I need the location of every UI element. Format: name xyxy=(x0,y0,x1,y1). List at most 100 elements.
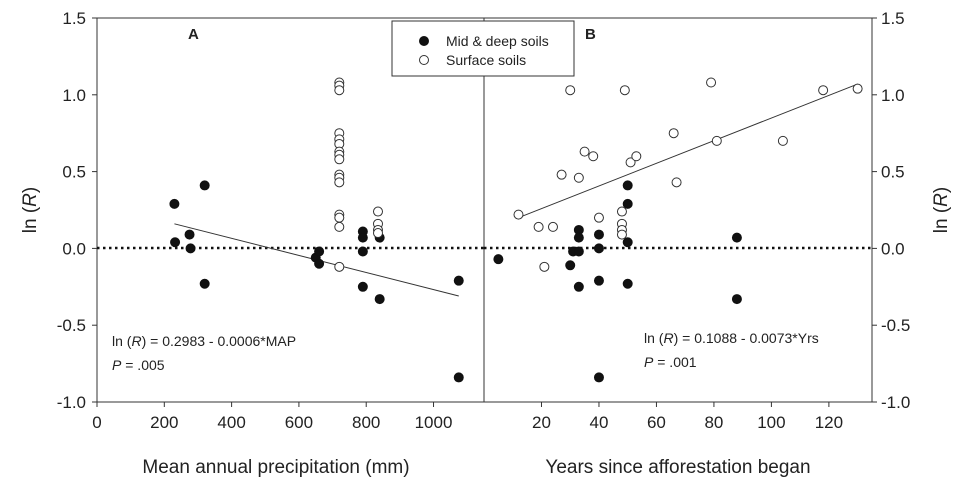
panel-a-p-rest: = .005 xyxy=(121,357,164,373)
panel-a-x-tick-label: 600 xyxy=(285,413,313,432)
surface-soil-point xyxy=(334,154,345,165)
surface-soil-point xyxy=(593,212,604,223)
surface-soil-point xyxy=(852,83,863,94)
panel-b: 20 40 60 80 100 120 -1.0 -0.5 0.0 0.5 1.0 1.5 B ln … xyxy=(484,9,910,478)
surface-soil-point xyxy=(706,77,717,88)
surface-soil-point xyxy=(777,135,788,146)
y-axis-label-left: ln (R) xyxy=(20,187,41,233)
surface-soil-point xyxy=(334,261,345,272)
panel-a-points xyxy=(169,77,464,383)
mid-deep-soil-point xyxy=(357,281,368,292)
y-axis-label-left-suffix: ) xyxy=(20,187,41,193)
panel-b-equation-rest: ) = 0.1088 - 0.0073*Yrs xyxy=(674,330,819,346)
panel-a-x-tick-label: 1000 xyxy=(415,413,453,432)
panel-b-x-tick-label: 40 xyxy=(590,413,609,432)
panel-a-x-tick-label: 800 xyxy=(352,413,380,432)
panel-a-ticks: 0 200 400 600 800 1000 -1.0 -0.5 0.0 0.5 1.0 1.5 xyxy=(57,9,453,432)
surface-soil-point xyxy=(372,228,383,239)
surface-soil-point xyxy=(334,177,345,188)
panel-b-y-tick-label: 1.0 xyxy=(881,86,905,105)
surface-soil-point xyxy=(818,85,829,96)
mid-deep-soil-point xyxy=(573,246,584,257)
y-axis-label-left-var: R xyxy=(20,193,41,207)
panel-b-p-rest: = .001 xyxy=(653,354,696,370)
panel-a-y-tick-label: 0.0 xyxy=(62,239,86,258)
panel-a-x-tick-label: 400 xyxy=(217,413,245,432)
mid-deep-soil-point xyxy=(453,372,464,383)
mid-deep-soil-point xyxy=(593,372,604,383)
panel-b-x-tick-label: 20 xyxy=(532,413,551,432)
surface-soil-point xyxy=(556,169,567,180)
panel-a-equation: ln (R) = 0.2983 - 0.0006*MAP xyxy=(112,333,296,349)
surface-soil-point xyxy=(533,221,544,232)
mid-deep-soil-point xyxy=(622,278,633,289)
panel-a-y-tick-label: -1.0 xyxy=(57,393,86,412)
surface-soil-point xyxy=(372,206,383,217)
panel-a-p-value: P = .005 xyxy=(112,357,165,373)
surface-soil-point xyxy=(616,229,627,240)
mid-deep-soil-point xyxy=(374,294,385,305)
surface-soil-point xyxy=(619,85,630,96)
panel-b-x-tick-label: 100 xyxy=(757,413,785,432)
y-axis-label-right: ln (R) xyxy=(931,187,952,233)
mid-deep-soil-point xyxy=(622,198,633,209)
legend-box xyxy=(391,20,575,77)
surface-soil-point xyxy=(334,221,345,232)
panel-a-equation-var: R xyxy=(131,333,141,349)
panel-a-letter: A xyxy=(188,26,199,43)
panel-a-equation-rest: ) = 0.2983 - 0.0006*MAP xyxy=(142,333,297,349)
panel-a-y-tick-label: 0.5 xyxy=(62,163,86,182)
panel-b-y-tick-label: 1.5 xyxy=(881,9,905,28)
panel-b-p-var: P xyxy=(644,354,654,370)
mid-deep-soil-point xyxy=(731,294,742,305)
mid-deep-soil-point xyxy=(199,278,210,289)
mid-deep-soil-point xyxy=(593,243,604,254)
panel-b-fit-layer xyxy=(518,83,858,219)
mid-deep-soil-point xyxy=(493,254,504,265)
surface-soil-point xyxy=(547,221,558,232)
mid-deep-soil-point xyxy=(314,258,325,269)
surface-soil-point xyxy=(671,177,682,188)
mid-deep-soil-point xyxy=(573,281,584,292)
mid-deep-soil-point xyxy=(170,237,181,248)
surface-soil-point xyxy=(631,151,642,162)
surface-soil-point xyxy=(334,212,345,223)
panel-a-y-tick-label: 1.5 xyxy=(62,9,86,28)
mid-deep-soil-point xyxy=(565,260,576,271)
surface-soil-point xyxy=(579,146,590,157)
mid-deep-soil-point xyxy=(731,232,742,243)
panel-b-x-tick-label: 60 xyxy=(647,413,666,432)
y-axis-label-right-suffix: ) xyxy=(931,187,952,193)
surface-soil-point xyxy=(573,172,584,183)
legend-open-marker xyxy=(419,55,429,65)
mid-deep-soil-point xyxy=(185,243,196,254)
legend-surface-label: Surface soils xyxy=(446,52,526,68)
panel-a-x-axis-label: Mean annual precipitation (mm) xyxy=(142,457,409,478)
panel-a-p-var: P xyxy=(112,357,122,373)
surface-soil-point xyxy=(588,151,599,162)
mid-deep-soil-point xyxy=(622,237,633,248)
mid-deep-soil-point xyxy=(453,275,464,286)
y-axis-label-right-prefix: ln ( xyxy=(931,206,952,233)
panel-b-x-axis-label: Years since afforestation began xyxy=(545,457,810,478)
surface-soil-point xyxy=(668,128,679,139)
panel-a-x-tick-label: 200 xyxy=(150,413,178,432)
panel-b-y-tick-label: 0.0 xyxy=(881,239,905,258)
panel-b-y-tick-label: -0.5 xyxy=(881,316,910,335)
panel-b-letter: B xyxy=(585,26,596,43)
legend-mid-deep-label: Mid & deep soils xyxy=(446,33,549,49)
panel-b-ticks: 20 40 60 80 100 120 -1.0 -0.5 0.0 0.5 1.0 1.5 xyxy=(532,9,910,432)
mid-deep-soil-point xyxy=(593,229,604,240)
panel-a-y-tick-label: 1.0 xyxy=(62,86,86,105)
surface-soil-point xyxy=(513,209,524,220)
mid-deep-soil-point xyxy=(573,232,584,243)
legend: Mid & deep soils Surface soils xyxy=(391,20,575,77)
mid-deep-soil-point xyxy=(199,180,210,191)
panel-b-regression-line xyxy=(518,83,858,219)
panel-b-points xyxy=(493,77,863,383)
panel-b-equation-prefix: ln ( xyxy=(644,330,664,346)
mid-deep-soil-point xyxy=(357,232,368,243)
surface-soil-point xyxy=(711,135,722,146)
y-axis-label-right-var: R xyxy=(931,193,952,207)
